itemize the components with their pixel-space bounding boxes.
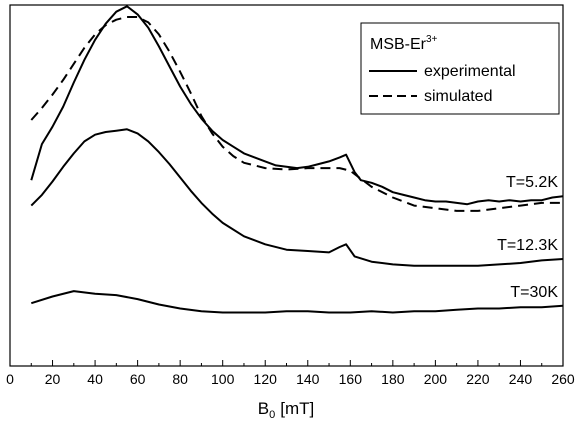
x-tick-label: 260 bbox=[551, 371, 575, 387]
x-axis-ticks: 0 20 40 60 80 100 120 140 160 180 200 220 240 260 bbox=[6, 360, 575, 387]
x-axis-label: B0 [mT] bbox=[258, 399, 314, 421]
legend-title: MSB-Er3+ bbox=[370, 34, 438, 53]
legend-label-experimental: experimental bbox=[424, 63, 516, 80]
legend: MSB-Er3+ experimental simulated bbox=[360, 22, 560, 115]
curve-label-0: T=5.2K bbox=[506, 174, 558, 191]
series-line-1 bbox=[30, 16, 563, 212]
curve-label-3: T=30K bbox=[510, 284, 558, 301]
x-tick-label: 20 bbox=[45, 371, 61, 387]
x-tick-label: 200 bbox=[424, 371, 448, 387]
x-tick-label: 120 bbox=[254, 371, 278, 387]
curve-labels: T=5.2K T=12.3K T=30K bbox=[497, 174, 558, 301]
x-tick-label: 40 bbox=[87, 371, 103, 387]
series-line-3 bbox=[30, 290, 564, 314]
x-tick-label: 160 bbox=[339, 371, 363, 387]
x-tick-label: 140 bbox=[296, 371, 320, 387]
x-tick-label: 0 bbox=[6, 371, 14, 387]
x-tick-label: 100 bbox=[211, 371, 235, 387]
series-line-2 bbox=[30, 128, 564, 267]
x-tick-label: 80 bbox=[172, 371, 188, 387]
curve-label-2: T=12.3K bbox=[497, 237, 558, 254]
series-line-0 bbox=[30, 5, 564, 206]
x-tick-label: 180 bbox=[381, 371, 405, 387]
x-tick-label: 240 bbox=[509, 371, 533, 387]
legend-title-superscript: 3+ bbox=[426, 34, 438, 45]
x-axis-label-unit: [mT] bbox=[280, 399, 314, 418]
legend-label-simulated: simulated bbox=[424, 88, 492, 105]
data-lines bbox=[30, 5, 564, 314]
x-axis-label-main: B bbox=[258, 399, 269, 418]
legend-box bbox=[360, 22, 560, 115]
legend-title-text: MSB-Er bbox=[370, 36, 427, 53]
x-tick-label: 220 bbox=[466, 371, 490, 387]
x-axis-label-subscript: 0 bbox=[269, 409, 275, 421]
x-tick-label: 60 bbox=[130, 371, 146, 387]
